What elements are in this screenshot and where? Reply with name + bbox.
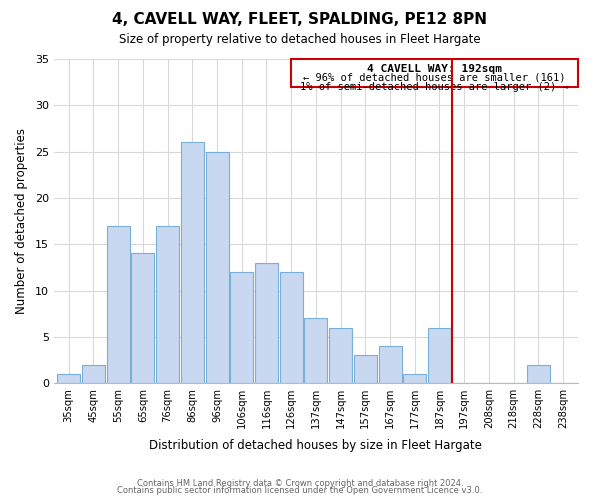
- Bar: [156, 226, 179, 383]
- X-axis label: Distribution of detached houses by size in Fleet Hargate: Distribution of detached houses by size …: [149, 440, 482, 452]
- Text: Contains HM Land Registry data © Crown copyright and database right 2024.: Contains HM Land Registry data © Crown c…: [137, 478, 463, 488]
- Bar: [255, 263, 278, 383]
- Bar: [230, 272, 253, 383]
- Bar: [354, 356, 377, 383]
- Text: Size of property relative to detached houses in Fleet Hargate: Size of property relative to detached ho…: [119, 32, 481, 46]
- Bar: [107, 226, 130, 383]
- Bar: [291, 59, 578, 87]
- Bar: [329, 328, 352, 383]
- Bar: [131, 254, 154, 383]
- Text: 4, CAVELL WAY, FLEET, SPALDING, PE12 8PN: 4, CAVELL WAY, FLEET, SPALDING, PE12 8PN: [113, 12, 487, 28]
- Text: 4 CAVELL WAY: 192sqm: 4 CAVELL WAY: 192sqm: [367, 64, 502, 74]
- Text: Contains public sector information licensed under the Open Government Licence v3: Contains public sector information licen…: [118, 486, 482, 495]
- Bar: [428, 328, 451, 383]
- Text: ← 96% of detached houses are smaller (161): ← 96% of detached houses are smaller (16…: [303, 73, 566, 83]
- Bar: [206, 152, 229, 383]
- Bar: [379, 346, 401, 383]
- Bar: [527, 364, 550, 383]
- Bar: [304, 318, 328, 383]
- Bar: [57, 374, 80, 383]
- Bar: [82, 364, 105, 383]
- Bar: [403, 374, 426, 383]
- Bar: [280, 272, 302, 383]
- Y-axis label: Number of detached properties: Number of detached properties: [15, 128, 28, 314]
- Bar: [181, 142, 204, 383]
- Text: 1% of semi-detached houses are larger (2) →: 1% of semi-detached houses are larger (2…: [300, 82, 569, 92]
